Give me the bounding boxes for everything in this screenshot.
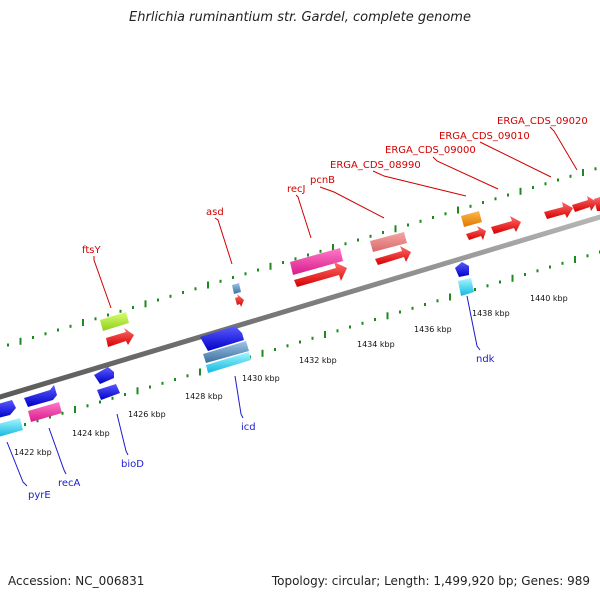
gene-steel[interactable] (203, 341, 249, 363)
ndk-gene[interactable] (455, 262, 469, 277)
gene-label[interactable]: asd (206, 207, 224, 218)
scale-labels: 1422 kbp 1424 kbp 1426 kbp 1428 kbp 1430 kbp… (14, 294, 568, 457)
scale-label: 1436 kbp (414, 325, 452, 334)
gene-label[interactable]: ftsY (82, 245, 101, 256)
gene-red[interactable] (106, 328, 134, 347)
ERGA_CDS_09020-gene[interactable] (572, 196, 597, 212)
bottom-callout-lines (6, 295, 481, 487)
gene-label[interactable]: pyrE (28, 490, 51, 501)
genome-backbone (0, 214, 600, 400)
recA-gene[interactable] (24, 385, 57, 407)
gene-label[interactable]: ERGA_CDS_09020 (497, 116, 588, 127)
scale-label: 1428 kbp (185, 392, 223, 401)
pyrE-gene[interactable] (0, 400, 16, 418)
ERGA_CDS_09010-gene[interactable] (544, 202, 573, 219)
gene-blue[interactable] (97, 384, 120, 400)
asd-gene[interactable] (232, 283, 241, 294)
recJ-gene[interactable] (290, 248, 343, 275)
gene-red[interactable] (235, 294, 244, 307)
gene-red-partial[interactable] (594, 197, 600, 211)
icd-gene[interactable] (200, 326, 244, 351)
bottom-gene-labels: pyrE recA bioD icd ndk (28, 354, 495, 501)
gene-label[interactable]: recA (58, 478, 81, 489)
scale-label: 1440 kbp (530, 294, 568, 303)
gene-label[interactable]: ndk (476, 354, 495, 365)
gene-pink[interactable] (28, 402, 62, 422)
scale-label: 1438 kbp (472, 309, 510, 318)
scale-label: 1432 kbp (299, 356, 337, 365)
gene-red[interactable] (466, 226, 486, 240)
bioD-gene[interactable] (94, 367, 114, 384)
top-callout-lines (93, 126, 578, 309)
gene-label[interactable]: pcnB (310, 175, 335, 186)
ERGA_CDS_09000-gene[interactable] (491, 216, 521, 234)
gene-label[interactable]: ERGA_CDS_09000 (385, 145, 476, 156)
gene-red[interactable] (375, 246, 411, 265)
scale-label: 1422 kbp (14, 448, 52, 457)
gene-cyan[interactable] (458, 278, 474, 296)
gene-red[interactable] (294, 262, 347, 287)
gene-cyan[interactable] (0, 418, 23, 437)
accession-text: Accession: NC_006831 (8, 574, 145, 588)
reverse-genes (0, 262, 474, 437)
gene-label[interactable]: icd (241, 422, 256, 433)
scale-label: 1434 kbp (357, 340, 395, 349)
gene-label[interactable]: ERGA_CDS_09010 (439, 131, 530, 142)
ERGA_CDS_08990-gene[interactable] (461, 211, 482, 227)
scale-label: 1426 kbp (128, 410, 166, 419)
pcnB-gene[interactable] (370, 232, 407, 252)
scale-label: 1430 kbp (242, 374, 280, 383)
scale-label: 1424 kbp (72, 429, 110, 438)
forward-genes (100, 196, 600, 347)
lower-tick-track (0, 250, 600, 434)
gene-label[interactable]: bioD (121, 459, 144, 470)
gene-label[interactable]: recJ (287, 184, 306, 195)
map-title: Ehrlichia ruminantium str. Gardel, compl… (129, 10, 471, 25)
ftsY-gene[interactable] (100, 312, 129, 331)
gene-cyan[interactable] (206, 352, 251, 373)
upper-tick-track (7, 167, 597, 347)
top-gene-labels: ftsY asd recJ pcnB ERGA_CDS_08990 ERGA_C… (82, 116, 588, 256)
genome-summary-text: Topology: circular; Length: 1,499,920 bp… (271, 574, 590, 588)
gene-label[interactable]: ERGA_CDS_08990 (330, 160, 421, 171)
